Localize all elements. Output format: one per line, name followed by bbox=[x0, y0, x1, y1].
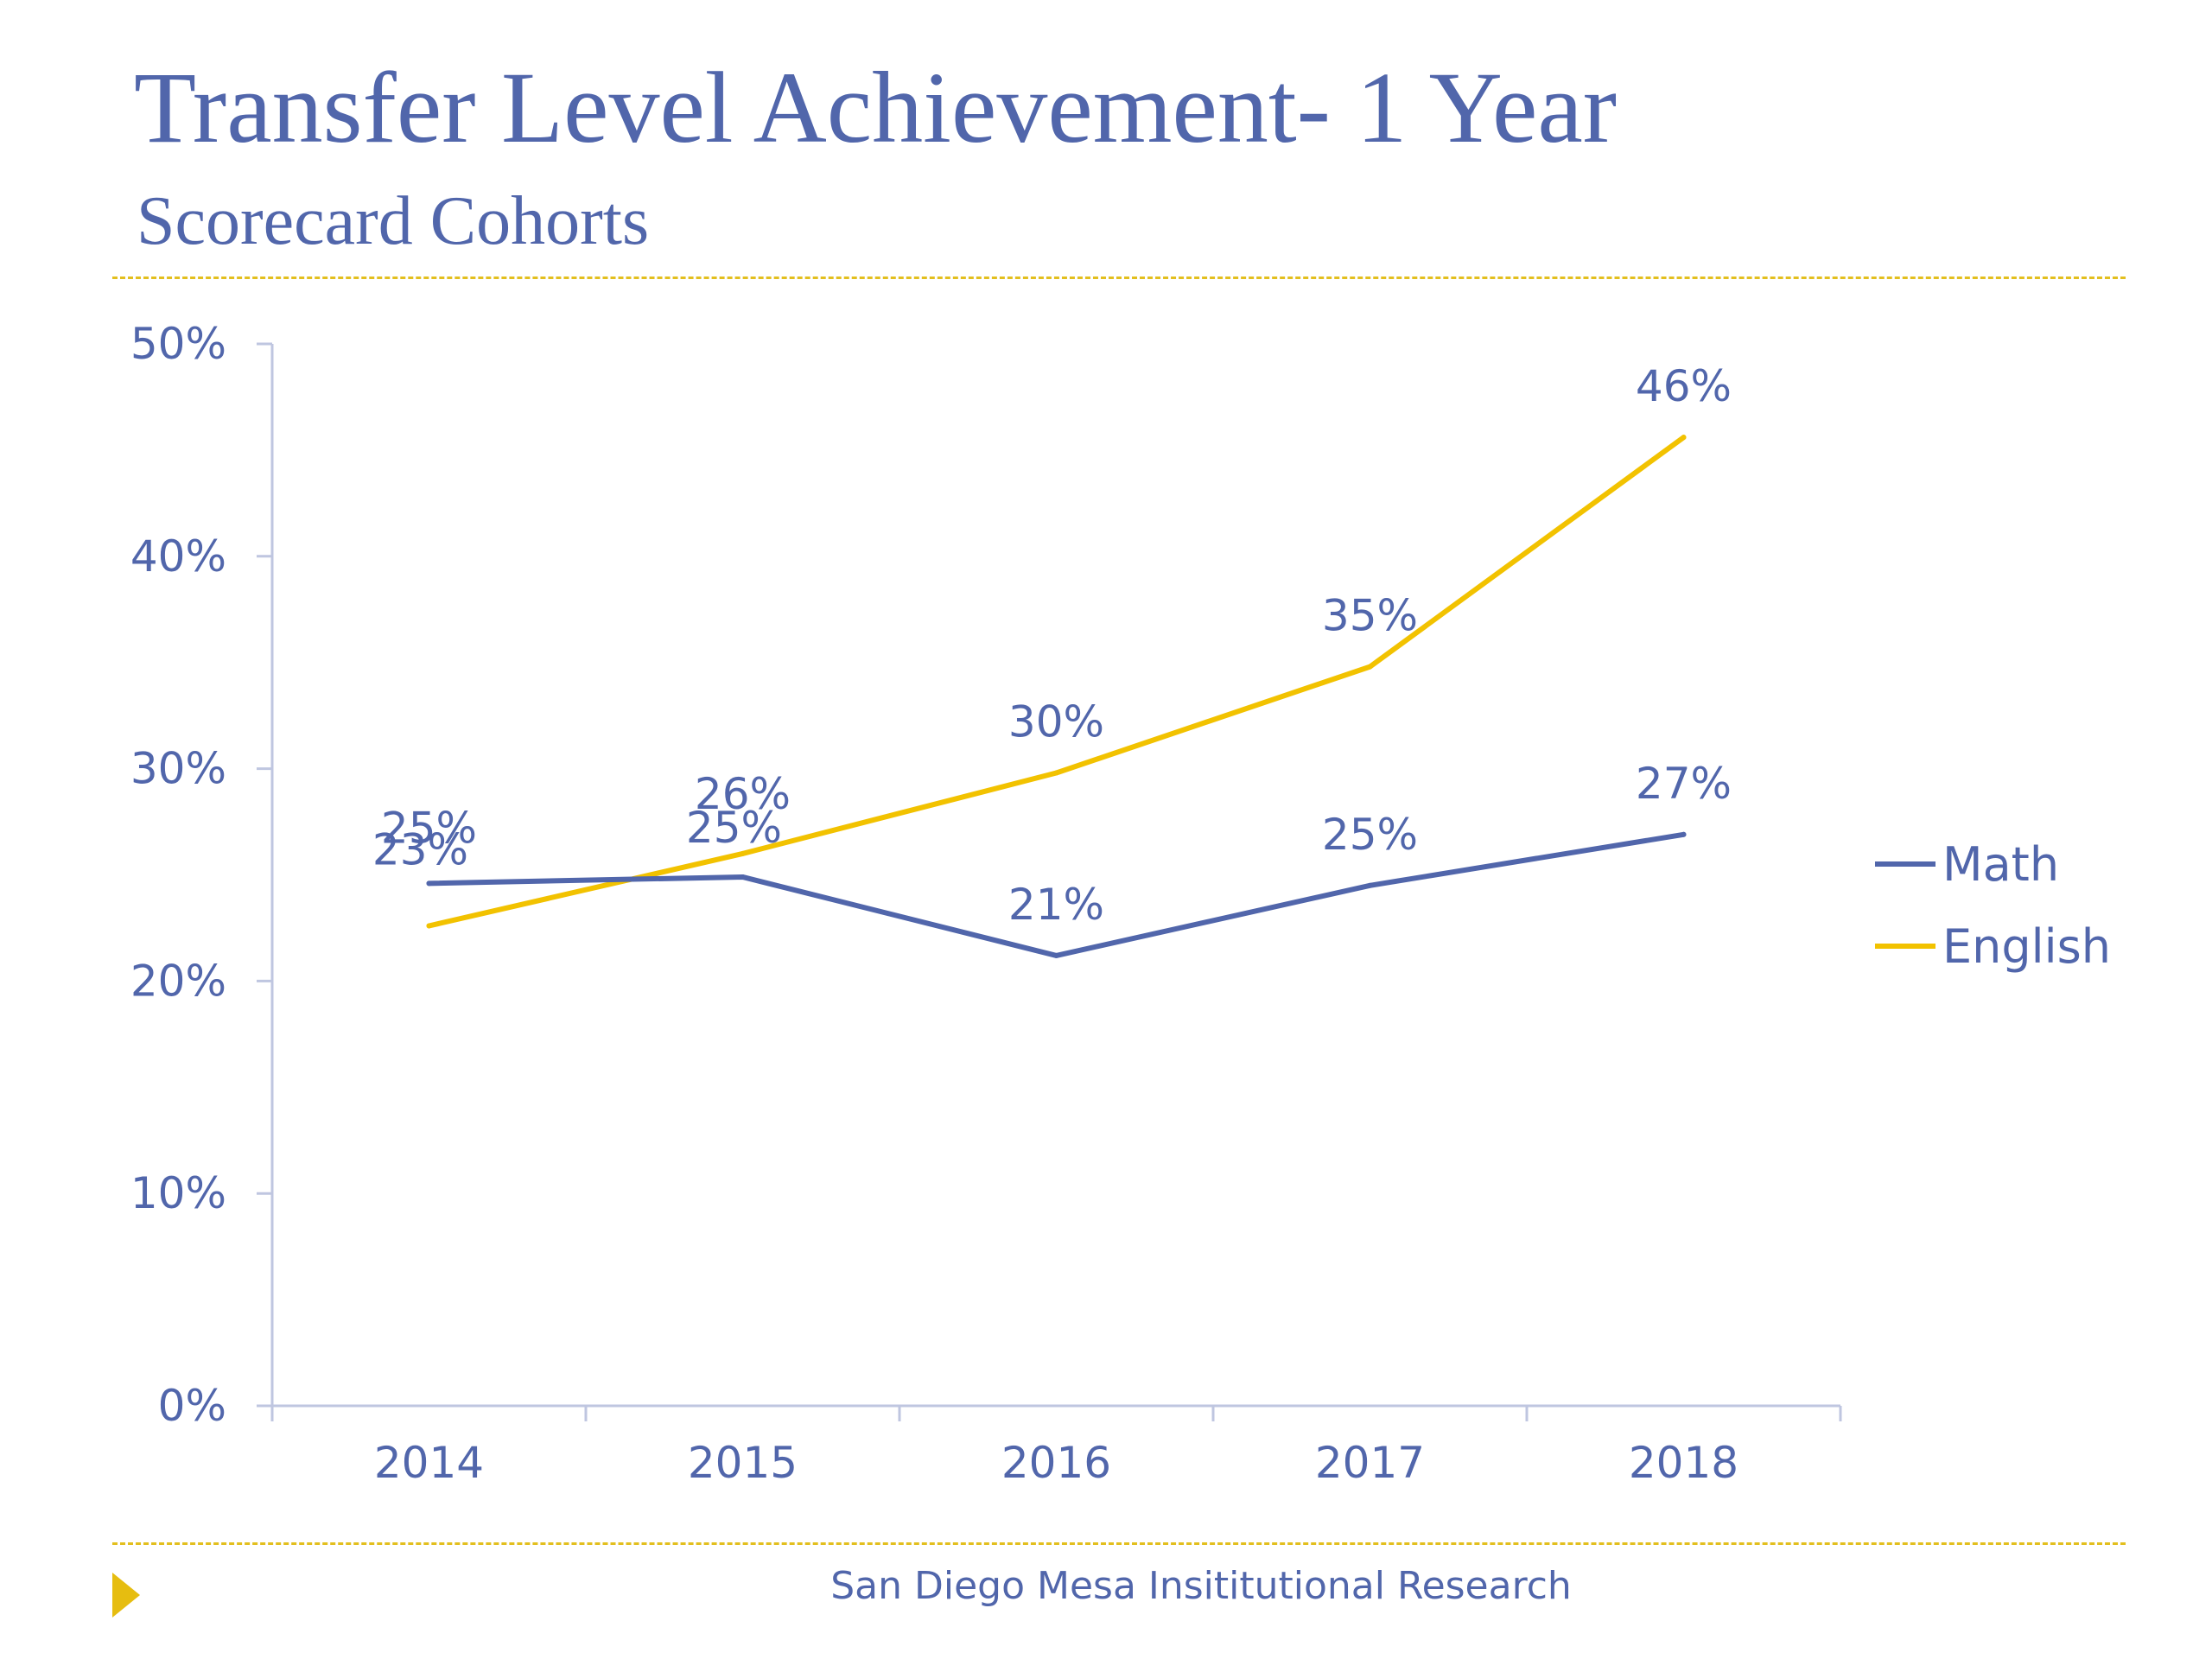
data-point-math bbox=[1367, 882, 1373, 888]
x-tick-label: 2015 bbox=[688, 1438, 798, 1488]
y-tick-label: 10% bbox=[130, 1168, 226, 1218]
x-tick-label: 2018 bbox=[1629, 1438, 1738, 1488]
data-label-english: 26% bbox=[695, 769, 791, 819]
y-tick-label: 0% bbox=[158, 1381, 226, 1431]
data-label-math: 27% bbox=[1636, 759, 1732, 809]
chart-data-labels: 23% 25%21%25%27%25%26%30%35%46% bbox=[372, 361, 1732, 930]
data-point-english bbox=[426, 923, 432, 929]
data-label-math: 25% bbox=[686, 803, 782, 853]
data-point-english bbox=[1681, 435, 1687, 441]
data-label-english: 25% bbox=[381, 803, 477, 853]
legend-label-math: Math bbox=[1942, 837, 2059, 892]
series-line-english bbox=[426, 435, 1687, 929]
x-tick-label: 2014 bbox=[374, 1438, 484, 1488]
footer-triangle-icon bbox=[112, 1573, 140, 1618]
bottom-divider bbox=[112, 1542, 2126, 1545]
data-point-english bbox=[740, 850, 746, 856]
data-label-english: 46% bbox=[1636, 361, 1732, 411]
x-tick-label: 2017 bbox=[1315, 1438, 1425, 1488]
data-label-english: 30% bbox=[1008, 697, 1104, 747]
data-label-math: 21% bbox=[1008, 880, 1104, 930]
legend-label-english: English bbox=[1942, 919, 2111, 974]
data-point-math bbox=[740, 874, 746, 880]
data-label-english: 35% bbox=[1322, 591, 1418, 641]
chart-axes: 0% 10% 20% 30% 40% 50% 2014 2015 2016 2017 2018 bbox=[130, 319, 1842, 1488]
data-point-math bbox=[1053, 952, 1059, 958]
chart-series bbox=[426, 435, 1687, 958]
chart-legend: Math English bbox=[1875, 837, 2111, 974]
y-tick-label: 20% bbox=[130, 956, 226, 1006]
y-tick-label: 40% bbox=[130, 531, 226, 582]
slide-subtitle: Scorecard Cohorts bbox=[137, 183, 650, 259]
footer-credit: San Diego Mesa Insititutional Research bbox=[830, 1564, 1572, 1608]
data-label-math: 25% bbox=[1322, 810, 1418, 860]
y-tick-label: 50% bbox=[130, 319, 226, 369]
data-point-math bbox=[1681, 831, 1687, 837]
top-divider bbox=[112, 276, 2126, 279]
y-tick-label: 30% bbox=[130, 744, 226, 794]
data-point-english bbox=[1367, 664, 1373, 670]
data-point-english bbox=[1053, 770, 1059, 776]
data-label-math: 23% bbox=[372, 824, 468, 874]
slide-title: Transfer Level Achievement- 1 Year bbox=[134, 51, 1618, 164]
x-tick-label: 2016 bbox=[1001, 1438, 1111, 1488]
data-point-math bbox=[426, 880, 432, 887]
